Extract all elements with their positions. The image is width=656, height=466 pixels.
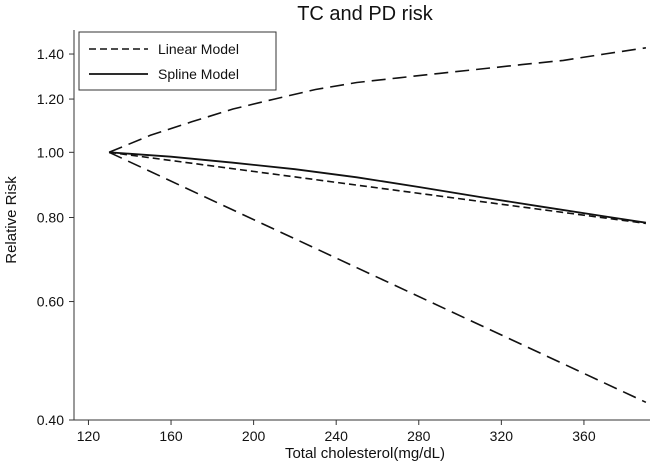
series-line-spline-model-estimate [109,151,647,224]
y-tick-label-5: 1.40 [37,46,64,62]
x-tick-label-6: 360 [572,428,596,444]
x-tick-label-2: 200 [242,428,266,444]
x-axis-label: Total cholesterol(mg/dL) [285,445,445,462]
axes: 120 160 200 240 280 320 360 0.40 0.60 0.80 1.00 1.2… [37,30,650,444]
series-line-linear-model-estimate [108,151,647,225]
legend-label-linear: Linear Model [158,41,239,57]
y-tick-label-0: 0.40 [37,412,64,428]
x-tick-label-3: 240 [325,428,349,444]
x-tick-label-0: 120 [77,428,101,444]
y-axis-label: Relative Risk [3,176,20,264]
legend-box [78,31,277,91]
y-tick-label-3: 1.00 [37,144,64,160]
chart-title: TC and PD risk [297,3,434,25]
legend: Linear Model Spline Model [78,31,277,91]
x-tick-label-5: 320 [490,428,514,444]
series-layer [108,47,647,404]
y-tick-label-1: 0.60 [37,294,64,310]
x-tick-label-1: 160 [159,428,183,444]
x-tick-label-4: 280 [407,428,431,444]
y-tick-label-4: 1.20 [37,91,64,107]
y-tick-label-2: 0.80 [37,210,64,226]
series-line-linear-model-lower-bound [108,151,647,404]
series-line-linear-model-upper-bound [108,47,647,154]
legend-label-spline: Spline Model [158,66,239,82]
